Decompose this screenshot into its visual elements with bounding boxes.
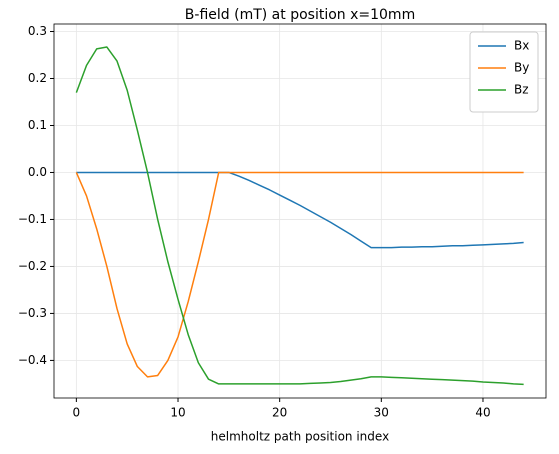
chart-title: B-field (mT) at position x=10mm xyxy=(185,7,415,23)
y-tick-label: −0.3 xyxy=(18,306,47,320)
legend-label: Bz xyxy=(514,83,529,97)
x-tick-label: 40 xyxy=(475,406,490,420)
y-tick-label: −0.2 xyxy=(18,259,47,273)
series-line xyxy=(75,46,524,386)
y-tick-label: −0.4 xyxy=(18,353,47,367)
legend-label: Bx xyxy=(514,39,529,53)
y-tick-label: 0.3 xyxy=(28,24,47,38)
x-tick-label: 20 xyxy=(272,406,287,420)
x-axis-label: helmholtz path position index xyxy=(211,430,389,444)
plot-frame xyxy=(53,23,547,399)
y-tick-label: 0.2 xyxy=(28,71,47,85)
x-tick-label: 10 xyxy=(170,406,185,420)
y-tick-label: 0.1 xyxy=(28,118,47,132)
x-tick-label: 0 xyxy=(73,406,81,420)
series-line xyxy=(76,171,524,249)
legend-label: By xyxy=(514,61,529,75)
x-tick-label: 30 xyxy=(374,406,389,420)
series-line xyxy=(75,171,524,378)
legend-box xyxy=(469,31,539,113)
y-tick-label: −0.1 xyxy=(18,212,47,226)
y-tick-label: 0.0 xyxy=(28,165,47,179)
